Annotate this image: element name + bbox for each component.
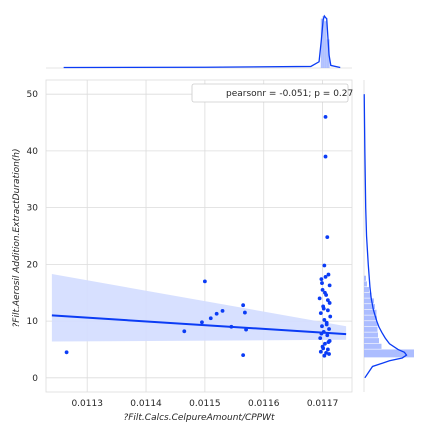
scatter-point [64,350,69,355]
y-tick-label: 10 [27,317,39,327]
legend-annotation: pearsonr = -0.051; p = 0.27 [226,89,353,99]
scatter-point [241,353,246,358]
scatter-point [318,349,323,354]
right-hist-bar [364,309,377,315]
x-tick-label: 0.0113 [71,399,103,409]
x-axis-label: ?Filt.Calcs.CelpureAmount/CPPWt [123,413,275,423]
scatter-point [220,308,225,313]
scatter-point [326,340,331,344]
top-hist-bar [326,39,330,68]
scatter-point [327,301,332,305]
right-hist-bar [364,332,378,338]
top-kde-curve [63,14,341,69]
right-marginal-panel [363,80,414,392]
right-hist-bar [364,298,374,304]
scatter-point [243,310,247,315]
scatter-point [214,311,219,316]
y-axis-label: ?Filt.Aerosil Addition.ExtractDuration(h… [12,148,22,327]
scatter-point [322,318,327,322]
scatter-point [208,316,213,321]
right-hist-bar [364,315,377,321]
scatter-point [318,336,323,341]
confidence-band [51,274,347,342]
regression-line [51,314,347,336]
scatter-point [323,154,328,159]
y-tick-label: 40 [27,147,39,157]
scatter-point [317,296,322,301]
scatter-point [318,311,323,316]
x-tick-label: 0.0114 [130,399,162,409]
y-tick-label: 20 [27,260,39,270]
scatter-point [327,327,331,331]
scatter-point [322,263,327,268]
scatter-point [327,283,332,288]
scatter-point [324,322,329,327]
right-hist-bar [364,275,366,281]
main-scatter-panel: 0.0113 0.0114 0.0115 0.0116 0.0117 0 10 20 30 40 5… [27,79,353,409]
top-hist-bar [320,18,323,69]
scatter-point [325,347,330,352]
y-tick-label: 50 [27,90,39,100]
right-hist-bar [364,281,367,287]
y-tick-label: 30 [27,204,39,214]
scatter-point [319,277,324,282]
scatter-point [325,308,330,313]
scatter-point [320,287,325,292]
right-hist-bar [364,321,378,327]
scatter-point [200,320,204,325]
right-hist-bar [364,304,375,310]
scatter-point [320,324,324,329]
top-hist-bar [322,16,325,68]
top-hist-bar [324,21,327,68]
scatter-point [323,341,327,346]
scatter-point [182,329,187,334]
x-tick-label: 0.0117 [307,399,339,409]
right-hist-bar [364,287,369,293]
scatter-point [325,235,330,240]
top-marginal-panel [46,14,352,69]
scatter-point [324,350,329,355]
plot-frame [45,79,353,393]
scatter-point [326,272,331,277]
scatter-point [325,298,330,303]
scatter-point [327,352,331,356]
legend-box [191,83,349,103]
right-kde-curve [363,94,408,379]
legend: pearsonr = -0.051; p = 0.27 [191,83,353,103]
scatter-point [202,279,207,284]
scatter-point [323,274,328,279]
scatter-point [241,303,246,308]
x-tick-label: 0.0116 [248,399,280,409]
scatter-point [321,346,326,351]
right-hist-bar [364,349,414,358]
scatter-point [322,353,327,358]
right-hist-bar [364,338,379,344]
right-hist-bar [364,326,378,332]
y-tick-label: 0 [32,374,38,384]
scatter-point [328,314,333,319]
x-tick-label: 0.0115 [189,399,221,409]
scatter-point [323,114,328,119]
right-hist-bar [364,292,372,298]
plot-area [46,80,352,392]
scatter-point [323,290,327,295]
right-hist-bar [364,343,382,349]
scatter-point [321,306,326,311]
scatter-point [325,333,330,338]
scatter-point [320,281,324,285]
